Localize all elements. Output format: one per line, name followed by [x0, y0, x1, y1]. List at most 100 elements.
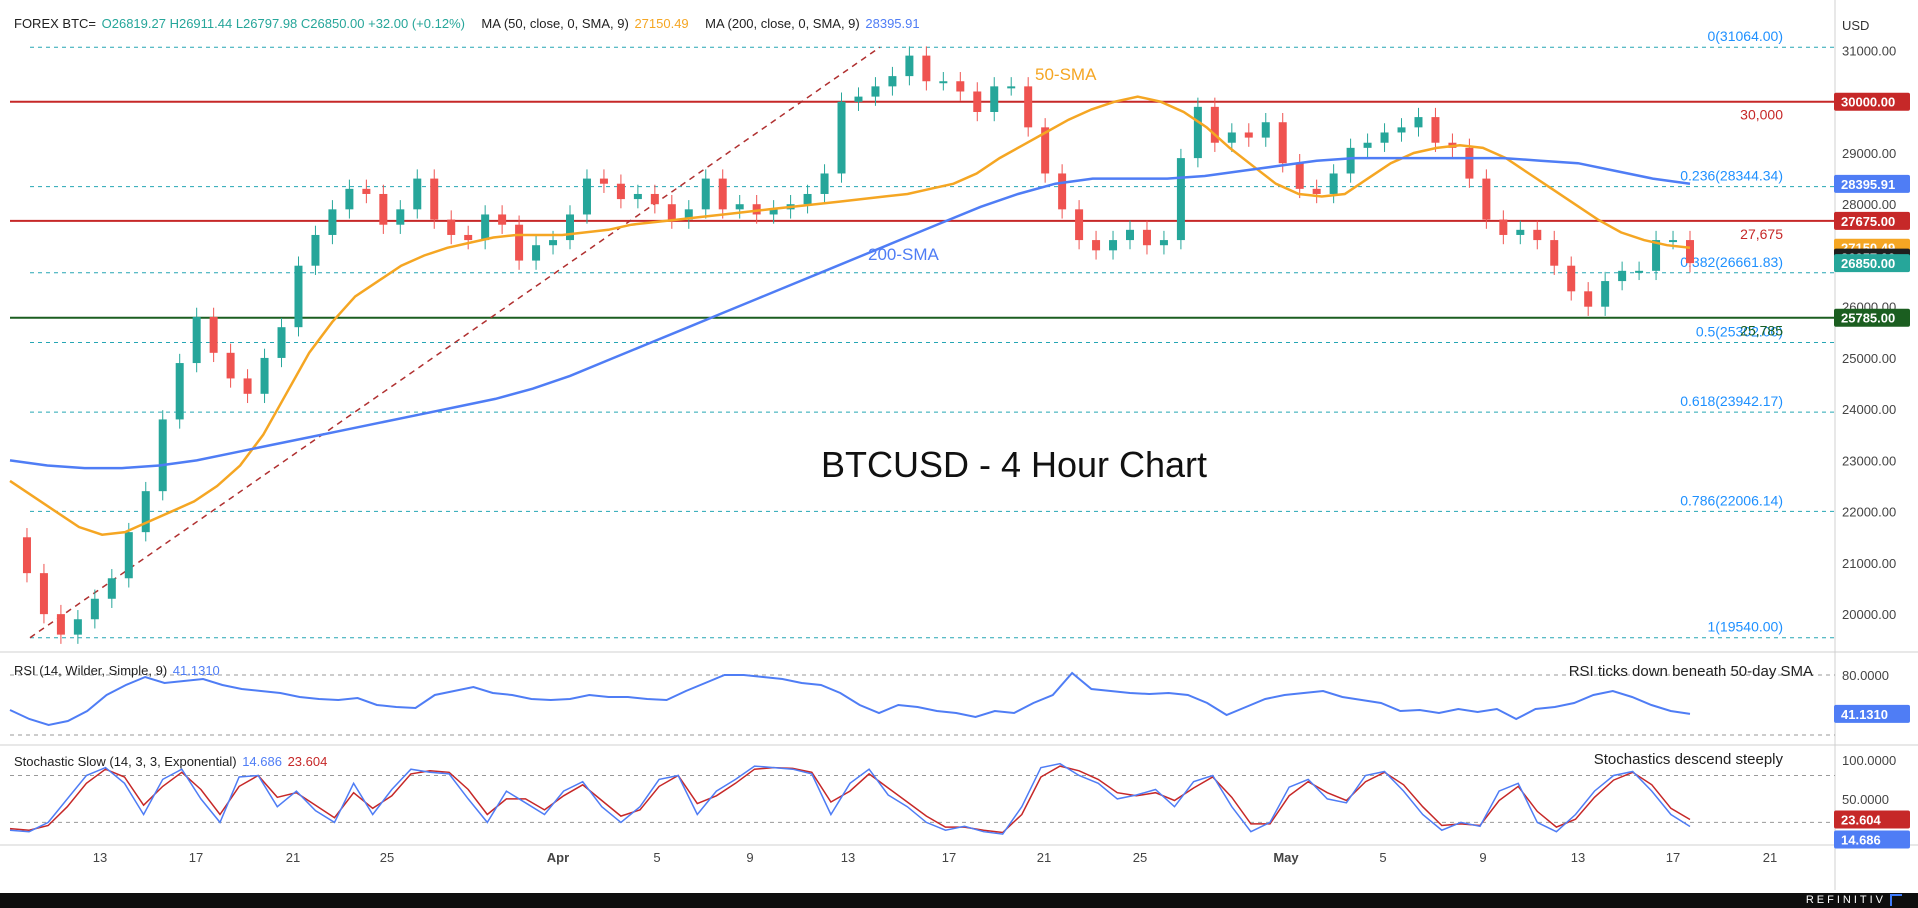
sr-axis-tag-text: 30000.00 [1841, 95, 1895, 110]
candle-body [56, 614, 65, 635]
symbol-label[interactable]: FOREX BTC= [14, 16, 96, 31]
candle-body [582, 178, 591, 215]
candle-body [803, 193, 812, 205]
ma200-annotation: 200-SMA [868, 245, 940, 264]
x-tick-label: 5 [1379, 850, 1386, 865]
y-tick-label: 25000.00 [1842, 351, 1896, 366]
candle-body [1618, 270, 1627, 282]
y-tick-label: 28000.00 [1842, 197, 1896, 212]
candle-body [294, 265, 303, 328]
candle-body [22, 537, 31, 574]
candle-body [396, 209, 405, 225]
y-tick-label: 22000.00 [1842, 505, 1896, 520]
ohlc-readout: O26819.27 H26911.44 L26797.98 C26850.00 … [101, 16, 465, 31]
candle-body [107, 578, 116, 599]
candle-body [1669, 240, 1678, 243]
stoch-note: Stochastics descend steeply [1594, 751, 1784, 768]
candle-body [599, 178, 608, 184]
ma200-label[interactable]: MA (200, close, 0, SMA, 9) [705, 16, 860, 31]
candle-body [956, 81, 965, 92]
stoch-d-axis-tag-text: 23.604 [1841, 813, 1882, 828]
candle-body [837, 101, 846, 174]
candle-body [905, 55, 914, 77]
stoch-tick-label: 50.0000 [1842, 792, 1889, 807]
fib-level-label: 0.236(28344.34) [1680, 168, 1783, 184]
candle-body [1550, 240, 1559, 266]
candle-body [1092, 240, 1101, 251]
x-tick-label: May [1273, 850, 1299, 865]
candle-body [1567, 265, 1576, 292]
candle-body [447, 219, 456, 235]
y-tick-label: 20000.00 [1842, 607, 1896, 622]
x-tick-label: 21 [286, 850, 300, 865]
candle-body [1363, 142, 1372, 148]
sr-axis-tag-text: 25785.00 [1841, 311, 1895, 326]
candle-body [1210, 106, 1219, 143]
sr-axis-tag-text: 27675.00 [1841, 214, 1895, 229]
candle-body [871, 86, 880, 97]
candle-body [209, 316, 218, 353]
ma50-label[interactable]: MA (50, close, 0, SMA, 9) [481, 16, 629, 31]
fib-level-label: 1(19540.00) [1707, 619, 1783, 635]
candle-body [990, 86, 999, 112]
candle-body [481, 214, 490, 241]
sr-level-label: 27,675 [1740, 226, 1783, 242]
candle-body [854, 96, 863, 102]
stoch-k-axis-tag-text: 14.686 [1841, 833, 1881, 848]
candle-body [532, 245, 541, 261]
x-tick-label: 5 [653, 850, 660, 865]
candle-body [1295, 163, 1304, 189]
x-tick-label: 21 [1037, 850, 1051, 865]
stoch-label[interactable]: Stochastic Slow (14, 3, 3, Exponential) [14, 754, 237, 769]
sr-level-label: 30,000 [1740, 107, 1783, 123]
candle-body [684, 209, 693, 220]
ma50-annotation: 50-SMA [1035, 65, 1097, 84]
x-tick-label: 13 [841, 850, 855, 865]
candle-body [464, 234, 473, 241]
candle-body [973, 91, 982, 112]
rsi-note: RSI ticks down beneath 50-day SMA [1569, 663, 1813, 680]
candle-body [1499, 219, 1508, 235]
sr-axis-tag [1834, 211, 1910, 230]
price-axis-tag-text: 28395.91 [1841, 177, 1895, 192]
trend-line [29, 46, 881, 639]
candle-body [1227, 132, 1236, 143]
stoch-tick-label: 100.0000 [1842, 753, 1896, 768]
candle-body [1482, 178, 1491, 220]
rsi-line [9, 671, 1691, 727]
sr-axis-tag [1834, 92, 1910, 111]
fib-level-label: 0.618(23942.17) [1680, 393, 1783, 409]
candle-body [124, 532, 133, 579]
stoch-d-line [9, 765, 1691, 834]
ma50-line [9, 95, 1691, 536]
x-tick-label: Apr [547, 850, 569, 865]
candle-body [1635, 270, 1644, 273]
brand-logo: REFINITIV [1806, 894, 1902, 907]
candle-body [752, 204, 761, 215]
candle-body [549, 240, 558, 246]
candle-body [1312, 188, 1321, 194]
candle-body [141, 491, 150, 533]
candle-body [39, 573, 48, 615]
candle-body [158, 419, 167, 492]
candle-body [922, 55, 931, 82]
ma50-value: 27150.49 [634, 16, 689, 31]
candle-body [1431, 117, 1440, 143]
candle-body [718, 178, 727, 210]
ma200-value: 28395.91 [865, 16, 920, 31]
rsi-info-row: RSI (14, Wilder, Simple, 9) 41.1310 [14, 663, 222, 678]
y-tick-label: 23000.00 [1842, 453, 1896, 468]
candle-body [820, 173, 829, 194]
rsi-label[interactable]: RSI (14, Wilder, Simple, 9) [14, 663, 168, 678]
candle-body [701, 178, 710, 210]
x-tick-label: 25 [1133, 850, 1147, 865]
rsi-value: 41.1310 [172, 663, 220, 678]
candle-body [1278, 122, 1287, 164]
symbol-info-row: FOREX BTC= O26819.27 H26911.44 L26797.98… [14, 16, 922, 31]
candle-body [1142, 229, 1151, 246]
fib-level-label: 0.5(25302.00) [1696, 323, 1783, 339]
candle-body [1601, 281, 1610, 307]
candle-body [1261, 122, 1270, 138]
fib-level-label: 0(31064.00) [1707, 28, 1783, 44]
